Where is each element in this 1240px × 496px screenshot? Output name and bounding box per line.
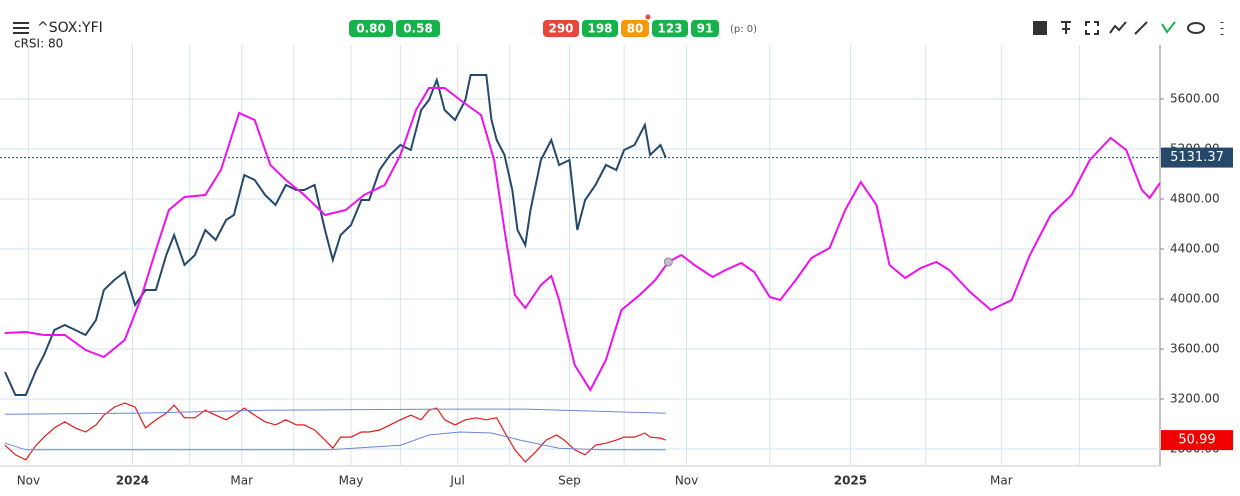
badge [349,20,393,37]
badge-label: 0.58 [403,22,433,36]
badge-label: 0.80 [356,22,386,36]
y-tick-label: 4400.00 [1170,242,1220,256]
series-line [4,74,667,396]
badge [652,20,688,37]
eye-icon[interactable] [1187,22,1205,34]
x-tick-label: Mar [990,474,1013,488]
badge [621,20,649,37]
y-tick-label: 3200.00 [1170,392,1220,406]
x-tick-label: 2025 [834,474,867,488]
x-tick-label: May [339,474,364,488]
last-value-box [1161,147,1233,168]
toolbar-note: (p: 0) [730,24,757,35]
series-line [4,87,1161,393]
badge-label: 290 [548,22,573,36]
badge-label: 80 [627,22,644,36]
save-icon[interactable] [1033,21,1047,35]
x-tick-label: Nov [675,474,698,488]
badge [691,20,719,37]
x-tick-label: 2024 [116,474,149,488]
pin-icon[interactable] [1061,21,1071,34]
trend-icon[interactable] [1109,21,1127,34]
draw-icon[interactable] [1134,21,1148,35]
badge-label: 198 [587,22,612,36]
x-tick-label: Nov [17,474,40,488]
series-line [4,402,666,463]
series-line [4,408,666,415]
last-value-box [1161,430,1233,451]
menu-icon[interactable] [13,22,29,34]
badge-label: 91 [697,22,714,36]
y-tick-label: 3600.00 [1170,342,1220,356]
x-tick-label: Mar [230,474,253,488]
y-tick-label: 4000.00 [1170,292,1220,306]
series-line [4,431,666,451]
x-tick-label: Jul [449,474,464,488]
x-tick-label: Sep [558,474,581,488]
chart-title: ^SOX:YFI [37,20,103,36]
toolbar-icons[interactable] [1033,21,1224,35]
y-tick-label: 5600.00 [1170,92,1220,106]
y-tick-label: 4800.00 [1170,192,1220,206]
expand-icon[interactable] [1085,21,1099,35]
badge [543,20,579,37]
badge [396,20,440,37]
alert-dot [645,14,651,20]
badge [582,20,618,37]
badge-label: 123 [657,22,682,36]
series-marker [663,257,673,267]
last-value-label: 5131.37 [1170,150,1224,165]
check-icon[interactable] [1161,21,1176,34]
last-value-label: 50.99 [1178,433,1215,448]
chart-subtitle: cRSI: 80 [14,37,63,51]
